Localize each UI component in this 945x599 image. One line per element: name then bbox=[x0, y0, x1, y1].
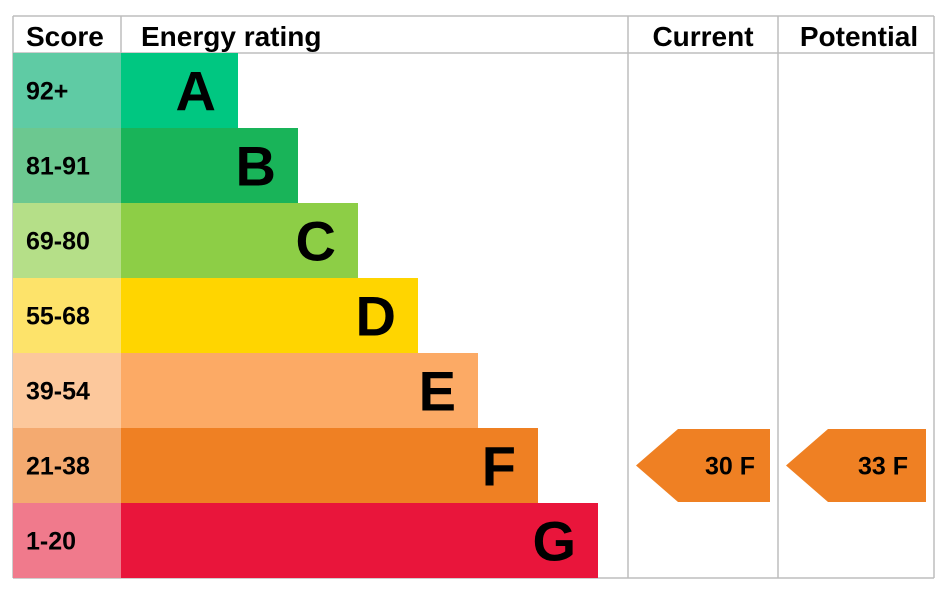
header-row: Score Energy rating Current Potential bbox=[26, 21, 918, 52]
band-row-c: 69-80 C bbox=[13, 203, 358, 278]
rating-bar-f bbox=[121, 428, 538, 503]
rating-bar-c bbox=[121, 203, 358, 278]
score-cell-d bbox=[13, 278, 121, 353]
score-cell-g bbox=[13, 503, 121, 578]
potential-rating-arrow: 33 F bbox=[786, 429, 926, 502]
rating-letter: E bbox=[419, 360, 456, 423]
rating-bar-d bbox=[121, 278, 418, 353]
score-cell-e bbox=[13, 353, 121, 428]
score-range-label: 69-80 bbox=[26, 228, 90, 256]
rating-letter: F bbox=[482, 435, 516, 498]
score-range-label: 92+ bbox=[26, 78, 68, 106]
current-header: Current bbox=[652, 21, 753, 52]
rating-bar-b bbox=[121, 128, 298, 203]
rating-letter: A bbox=[176, 60, 216, 123]
energy-rating-header: Energy rating bbox=[141, 21, 321, 52]
score-range-label: 81-91 bbox=[26, 153, 90, 181]
score-cell-f bbox=[13, 428, 121, 503]
score-range-label: 39-54 bbox=[26, 378, 90, 406]
score-header: Score bbox=[26, 21, 104, 52]
current-rating-label: 30 F bbox=[705, 453, 755, 481]
rating-letter: C bbox=[296, 210, 336, 273]
potential-arrow-shape bbox=[786, 429, 926, 502]
score-range-label: 21-38 bbox=[26, 453, 90, 481]
potential-rating-label: 33 F bbox=[858, 453, 908, 481]
rating-bands: 92+ A 81-91 B 69-80 C 55-68 D 39-54 E 21-38 F 1-20 G bbox=[13, 53, 598, 578]
rating-letter: B bbox=[236, 135, 276, 198]
band-row-a: 92+ A bbox=[13, 53, 238, 128]
rating-bar-g bbox=[121, 503, 598, 578]
rating-letter: D bbox=[356, 285, 396, 348]
rating-bar-e bbox=[121, 353, 478, 428]
band-row-g: 1-20 G bbox=[13, 503, 598, 578]
current-arrow-shape bbox=[636, 429, 770, 502]
current-rating-arrow: 30 F bbox=[636, 429, 770, 502]
rating-bar-a bbox=[121, 53, 238, 128]
rating-letter: G bbox=[532, 510, 576, 573]
score-range-label: 1-20 bbox=[26, 528, 76, 556]
band-row-e: 39-54 E bbox=[13, 353, 478, 428]
potential-header: Potential bbox=[800, 21, 918, 52]
score-cell-b bbox=[13, 128, 121, 203]
score-cell-c bbox=[13, 203, 121, 278]
score-cell-a bbox=[13, 53, 121, 128]
band-row-f: 21-38 F bbox=[13, 428, 538, 503]
score-range-label: 55-68 bbox=[26, 303, 90, 331]
band-row-b: 81-91 B bbox=[13, 128, 298, 203]
band-row-d: 55-68 D bbox=[13, 278, 418, 353]
rating-arrows: 30 F 33 F bbox=[636, 429, 926, 502]
